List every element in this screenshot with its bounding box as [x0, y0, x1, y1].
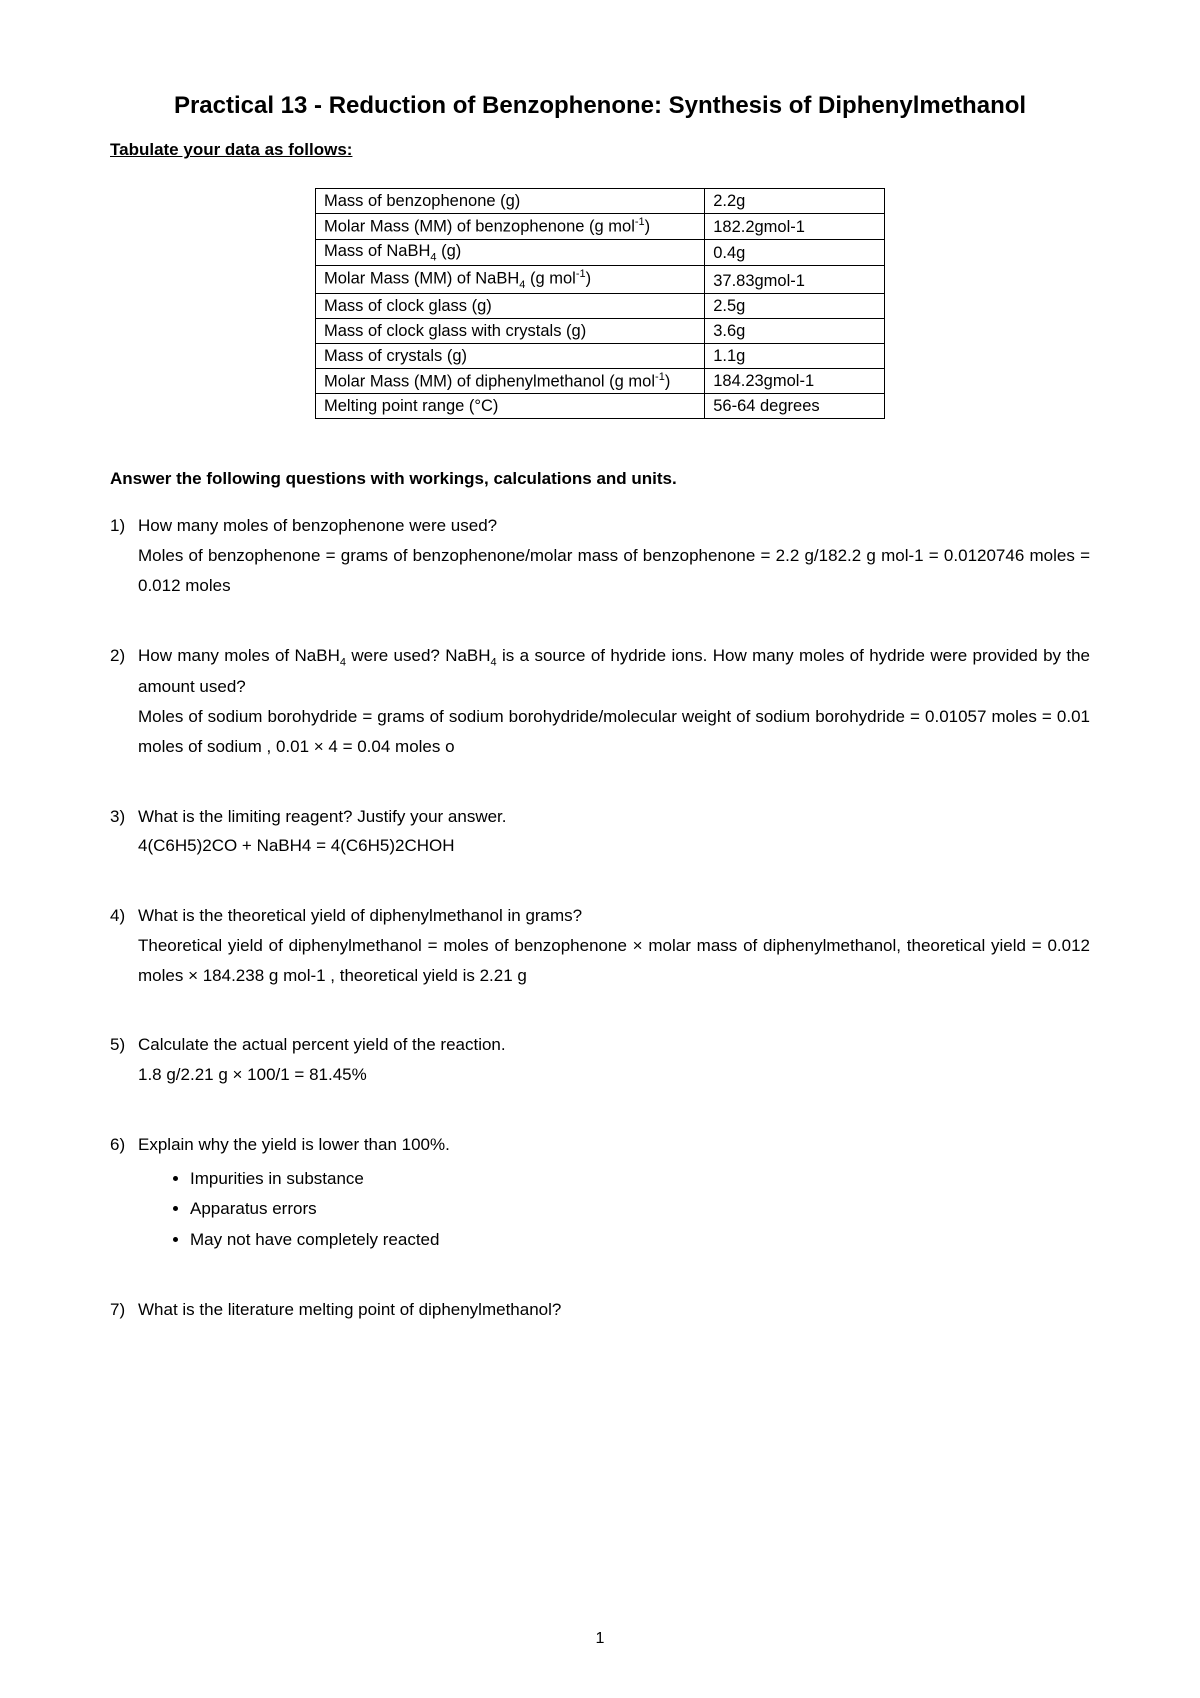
table-row: Mass of crystals (g) 1.1g — [316, 343, 885, 368]
question-item-2: 2) How many moles of NaBH4 were used? Na… — [110, 641, 1090, 762]
table-label: Molar Mass (MM) of NaBH4 (g mol-1) — [316, 266, 705, 294]
page-container: Practical 13 - Reduction of Benzophenone… — [0, 0, 1200, 1365]
table-value: 182.2gmol-1 — [705, 214, 885, 240]
data-table: Mass of benzophenone (g) 2.2g Molar Mass… — [315, 188, 885, 419]
table-label: Molar Mass (MM) of benzophenone (g mol-1… — [316, 214, 705, 240]
question-text: How many moles of benzophenone were used… — [138, 511, 1090, 541]
question-text: Calculate the actual percent yield of th… — [138, 1030, 1090, 1060]
question-number: 5) — [110, 1030, 138, 1060]
table-value: 56-64 degrees — [705, 394, 885, 419]
table-row: Molar Mass (MM) of diphenylmethanol (g m… — [316, 368, 885, 394]
table-label: Mass of clock glass (g) — [316, 293, 705, 318]
table-value: 3.6g — [705, 318, 885, 343]
question-item-5: 5) Calculate the actual percent yield of… — [110, 1030, 1090, 1090]
answer-text: Moles of benzophenone = grams of benzoph… — [110, 541, 1090, 601]
question-number: 2) — [110, 641, 138, 671]
table-label: Mass of clock glass with crystals (g) — [316, 318, 705, 343]
bullet-item: Apparatus errors — [190, 1194, 1090, 1225]
table-label: Mass of crystals (g) — [316, 343, 705, 368]
bullet-item: May not have completely reacted — [190, 1225, 1090, 1256]
page-number: 1 — [0, 1630, 1200, 1648]
question-item-7: 7) What is the literature melting point … — [110, 1295, 1090, 1325]
table-value: 2.2g — [705, 189, 885, 214]
answer-text: 4(C6H5)2CO + NaBH4 = 4(C6H5)2CHOH — [110, 831, 1090, 861]
question-text: Explain why the yield is lower than 100%… — [138, 1130, 1090, 1160]
table-row: Melting point range (°C) 56-64 degrees — [316, 394, 885, 419]
question-number: 7) — [110, 1295, 138, 1325]
table-value: 37.83gmol-1 — [705, 266, 885, 294]
table-row: Mass of clock glass (g) 2.5g — [316, 293, 885, 318]
table-row: Molar Mass (MM) of NaBH4 (g mol-1) 37.83… — [316, 266, 885, 294]
table-row: Mass of benzophenone (g) 2.2g — [316, 189, 885, 214]
table-label: Mass of benzophenone (g) — [316, 189, 705, 214]
table-value: 2.5g — [705, 293, 885, 318]
table-label: Molar Mass (MM) of diphenylmethanol (g m… — [316, 368, 705, 394]
table-row: Mass of clock glass with crystals (g) 3.… — [316, 318, 885, 343]
answer-text: 1.8 g/2.21 g × 100/1 = 81.45% — [110, 1060, 1090, 1090]
question-number: 3) — [110, 802, 138, 832]
tabulate-heading: Tabulate your data as follows: — [110, 140, 1090, 160]
table-row: Molar Mass (MM) of benzophenone (g mol-1… — [316, 214, 885, 240]
table-value: 0.4g — [705, 239, 885, 265]
answer-heading: Answer the following questions with work… — [110, 469, 1090, 489]
question-item-1: 1) How many moles of benzophenone were u… — [110, 511, 1090, 600]
table-value: 184.23gmol-1 — [705, 368, 885, 394]
question-number: 6) — [110, 1130, 138, 1160]
table-row: Mass of NaBH4 (g) 0.4g — [316, 239, 885, 265]
question-text: What is the limiting reagent? Justify yo… — [138, 802, 1090, 832]
table-label: Mass of NaBH4 (g) — [316, 239, 705, 265]
answer-bullets: Impurities in substance Apparatus errors… — [110, 1164, 1090, 1256]
table-value: 1.1g — [705, 343, 885, 368]
question-text: How many moles of NaBH4 were used? NaBH4… — [138, 641, 1090, 702]
table-label: Melting point range (°C) — [316, 394, 705, 419]
bullet-item: Impurities in substance — [190, 1164, 1090, 1195]
question-text: What is the theoretical yield of dipheny… — [138, 901, 1090, 931]
document-title: Practical 13 - Reduction of Benzophenone… — [110, 90, 1090, 122]
answer-text: Moles of sodium borohydride = grams of s… — [110, 702, 1090, 762]
question-number: 1) — [110, 511, 138, 541]
question-number: 4) — [110, 901, 138, 931]
question-list: 1) How many moles of benzophenone were u… — [110, 511, 1090, 1325]
table-body: Mass of benzophenone (g) 2.2g Molar Mass… — [316, 189, 885, 419]
question-item-3: 3) What is the limiting reagent? Justify… — [110, 802, 1090, 862]
question-item-4: 4) What is the theoretical yield of diph… — [110, 901, 1090, 990]
question-item-6: 6) Explain why the yield is lower than 1… — [110, 1130, 1090, 1256]
answer-text: Theoretical yield of diphenylmethanol = … — [110, 931, 1090, 991]
question-text: What is the literature melting point of … — [138, 1295, 1090, 1325]
